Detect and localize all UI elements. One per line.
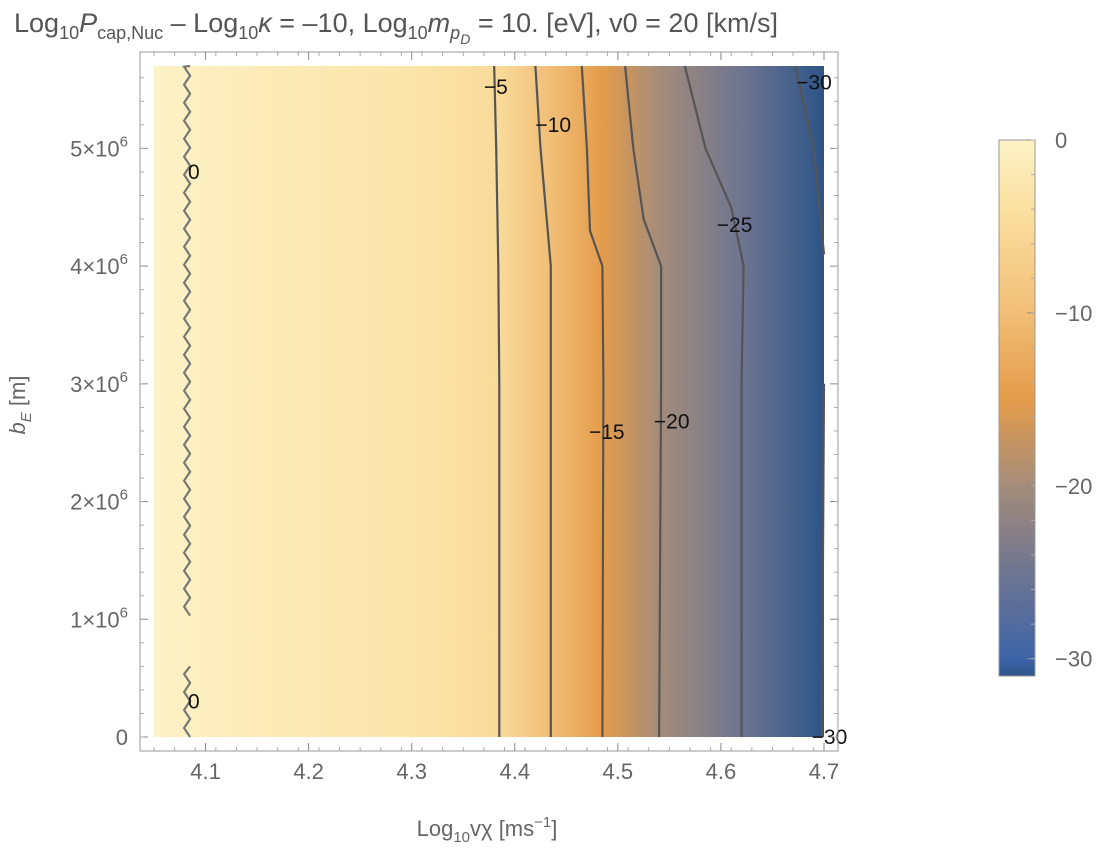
contour-label: −25 — [717, 214, 753, 237]
y-tick-label: 4×106 — [70, 251, 128, 279]
density-field — [154, 66, 824, 737]
colorbar-gradient-rect — [998, 139, 1036, 677]
zero-contour-line — [182, 665, 192, 738]
colorbar-tick-label: −10 — [1055, 301, 1092, 326]
contour-line — [820, 383, 826, 738]
contour-label: −5 — [484, 76, 508, 99]
y-axis-label: bE [m] — [5, 376, 35, 435]
contour-line — [493, 65, 501, 737]
contour-line — [580, 65, 605, 738]
colorbar-tick-label: −30 — [1055, 647, 1092, 672]
x-tick-label: 4.6 — [706, 759, 737, 784]
x-tick-label: 4.4 — [499, 759, 530, 784]
y-tick-label: 2×106 — [70, 487, 128, 515]
y-tick-label: 3×106 — [70, 369, 128, 397]
chart-title: Log10Pcap,Nuc – Log10κ = –10, Log10mpD =… — [14, 8, 778, 47]
contour-label: −10 — [535, 114, 571, 137]
x-axis-label: Log10vχ [ms−1] — [417, 814, 558, 846]
zero-contour-line — [182, 64, 192, 617]
colorbar-ticks: 0 −10 −20 −30 — [1027, 128, 1092, 672]
y-tick-label: 5×106 — [70, 133, 128, 161]
x-tick-label: 4.7 — [809, 759, 840, 784]
x-tick-label: 4.3 — [396, 759, 427, 784]
contour-label: −30 — [812, 726, 848, 749]
contour-labels: −5 −10 −15 −20 −25 −30 −30 0 0 — [188, 71, 847, 749]
x-tick-label: 4.1 — [190, 759, 221, 784]
contour-line — [794, 65, 826, 255]
plot-frame — [139, 51, 839, 752]
frame-rect — [139, 51, 839, 752]
contour-lines — [182, 64, 826, 738]
colorbar-tick-label: 0 — [1055, 128, 1067, 153]
contour-line — [683, 65, 745, 737]
contour-label: 0 — [188, 691, 200, 714]
x-tick-label: 4.2 — [293, 759, 324, 784]
x-axis-ticks: 4.1 4.2 4.3 4.4 4.5 4.6 4.7 — [153, 52, 840, 784]
contour-label: −15 — [589, 421, 625, 444]
contour-label: 0 — [188, 161, 200, 184]
colorbar: 0 −10 −20 −30 — [998, 128, 1092, 677]
contour-line — [624, 65, 663, 738]
x-tick-label: 4.5 — [603, 759, 634, 784]
y-tick-label: 0 — [116, 725, 128, 750]
y-tick-label: 1×106 — [70, 604, 128, 632]
contour-line — [534, 65, 552, 737]
contour-label: −30 — [796, 71, 832, 94]
plot-area: −5 −10 −15 −20 −25 −30 −30 0 0 — [154, 64, 847, 749]
colorbar-tick-label: −20 — [1055, 474, 1092, 499]
contour-label: −20 — [654, 411, 690, 434]
y-axis-ticks: 0 1×106 2×106 3×106 4×106 5×106 — [70, 77, 838, 750]
